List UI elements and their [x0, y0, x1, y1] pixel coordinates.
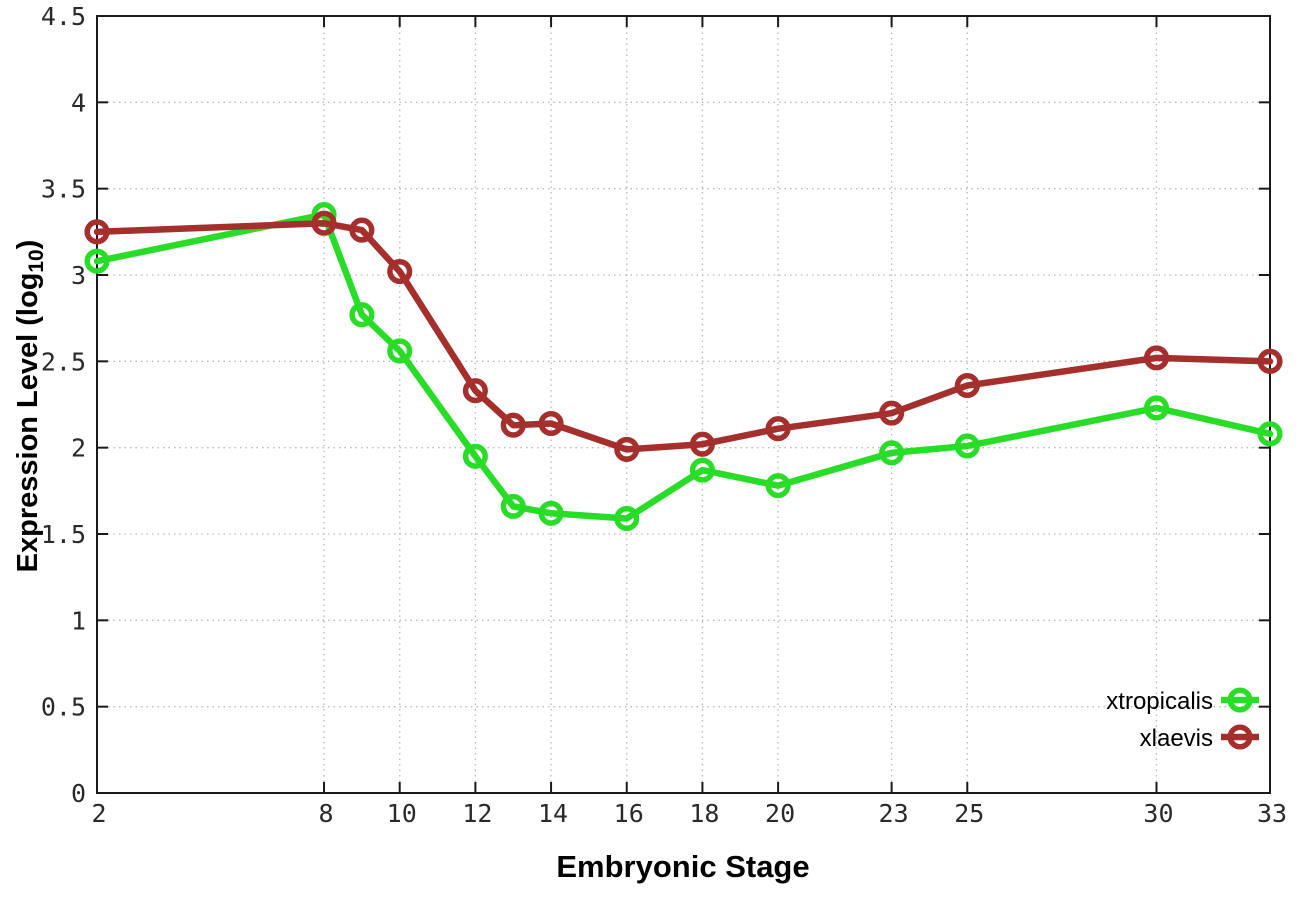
legend-marker-xtropicalis: [1227, 687, 1253, 713]
data-point-xtropicalis: [387, 338, 413, 364]
data-point-xtropicalis: [84, 248, 110, 274]
data-point-xlaevis: [954, 372, 980, 399]
data-point-xlaevis: [387, 258, 413, 285]
x-tick-label: 2: [91, 799, 106, 828]
data-point-xtropicalis: [1257, 421, 1283, 447]
data-point-xtropicalis: [462, 443, 488, 469]
x-tick-label: 20: [765, 799, 795, 828]
y-tick-label: 0.5: [41, 693, 86, 722]
x-tick-label: 18: [689, 799, 719, 828]
y-tick-label: 2.5: [41, 347, 86, 376]
y-tick-label: 2: [71, 434, 86, 463]
x-tick-label: 8: [319, 799, 334, 828]
x-tick-label: 23: [879, 799, 909, 828]
data-point-xlaevis: [689, 431, 715, 457]
data-point-xtropicalis: [349, 302, 375, 328]
data-point-xlaevis: [765, 416, 791, 442]
data-point-xlaevis: [1257, 348, 1283, 374]
y-tick-label: 4.5: [41, 2, 86, 31]
data-point-xtropicalis: [1143, 395, 1170, 421]
x-tick-label: 25: [954, 799, 984, 828]
x-tick-label: 10: [387, 799, 417, 828]
data-point-xlaevis: [1143, 345, 1170, 371]
data-point-xtropicalis: [954, 433, 980, 459]
data-point-xlaevis: [538, 410, 564, 437]
data-point-xlaevis: [879, 400, 905, 426]
data-point-xtropicalis: [765, 473, 791, 499]
data-point-xlaevis: [614, 436, 640, 462]
data-point-xtropicalis: [538, 500, 564, 526]
y-tick-label: 0: [71, 779, 86, 808]
data-point-xlaevis: [311, 210, 337, 236]
data-point-xlaevis: [84, 219, 110, 245]
legend-marker-xlaevis: [1227, 724, 1253, 750]
y-axis-title-text: Expression Level (log: [12, 272, 44, 573]
y-axis-title-close: ): [12, 239, 44, 250]
y-axis-title: Expression Level (log10): [12, 121, 50, 691]
plot-border: [96, 15, 1271, 794]
x-tick-label: 33: [1257, 799, 1287, 828]
data-point-xtropicalis: [879, 440, 905, 466]
data-point-xlaevis: [500, 412, 526, 438]
legend-label-xtropicalis: xtropicalis: [1106, 688, 1213, 715]
data-point-xlaevis: [462, 378, 488, 404]
x-tick-label: 30: [1143, 799, 1173, 828]
series-line-xlaevis: [93, 219, 1274, 453]
y-tick-label: 3.5: [41, 175, 86, 204]
y-tick-label: 1.5: [41, 520, 86, 549]
data-point-xtropicalis: [689, 457, 715, 483]
x-tick-label: 14: [538, 799, 568, 828]
x-axis-title: Embryonic Stage: [556, 849, 810, 884]
data-point-xlaevis: [349, 217, 375, 243]
y-tick-label: 1: [71, 606, 86, 635]
y-tick-label: 4: [71, 88, 86, 117]
x-tick-label: 12: [462, 799, 492, 828]
x-tick-label: 16: [614, 799, 644, 828]
y-tick-label: 3: [71, 261, 86, 290]
data-point-xtropicalis: [614, 505, 640, 532]
legend-label-xlaevis: xlaevis: [1140, 725, 1213, 752]
data-point-xtropicalis: [500, 493, 526, 519]
y-axis-title-subscript: 10: [25, 249, 48, 273]
